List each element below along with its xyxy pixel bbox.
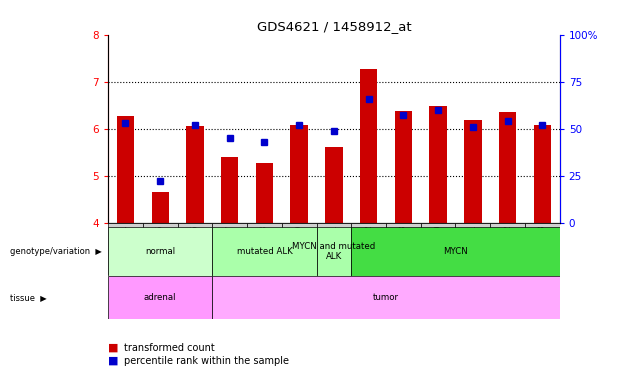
Bar — [325, 147, 343, 223]
Bar — [143, 223, 177, 275]
Text: GSM914182: GSM914182 — [364, 224, 373, 273]
Bar — [525, 223, 560, 275]
Text: normal: normal — [145, 247, 176, 256]
Bar — [464, 120, 481, 223]
Text: GSM914181: GSM914181 — [329, 225, 338, 273]
Bar — [151, 192, 169, 223]
Bar — [212, 223, 247, 275]
Text: GSM914183: GSM914183 — [399, 225, 408, 273]
Text: GSM801619: GSM801619 — [294, 225, 303, 273]
Bar — [221, 157, 238, 223]
Text: GSM801623: GSM801623 — [538, 225, 547, 273]
Bar — [395, 111, 412, 223]
Bar — [212, 276, 560, 319]
Bar — [360, 69, 377, 223]
Text: GSM801621: GSM801621 — [468, 225, 478, 273]
Text: GSM801625: GSM801625 — [156, 224, 165, 273]
Text: genotype/variation  ▶: genotype/variation ▶ — [10, 247, 101, 256]
Bar — [317, 223, 351, 275]
Text: tissue  ▶: tissue ▶ — [10, 293, 46, 302]
Text: transformed count: transformed count — [124, 343, 215, 353]
Text: GSM801622: GSM801622 — [503, 224, 512, 273]
Text: tumor: tumor — [373, 293, 399, 302]
Bar — [291, 125, 308, 223]
Bar — [108, 227, 212, 276]
Text: adrenal: adrenal — [144, 293, 176, 302]
Bar — [282, 223, 317, 275]
Text: ■: ■ — [108, 343, 119, 353]
Text: GSM801626: GSM801626 — [190, 225, 200, 273]
Bar — [429, 106, 447, 223]
Text: GSM801620: GSM801620 — [434, 225, 443, 273]
Bar — [490, 223, 525, 275]
Text: GSM801617: GSM801617 — [225, 225, 234, 273]
Bar — [317, 227, 351, 276]
Text: mutated ALK: mutated ALK — [237, 247, 293, 256]
Bar — [212, 227, 317, 276]
Text: percentile rank within the sample: percentile rank within the sample — [124, 356, 289, 366]
Bar — [117, 116, 134, 223]
Bar — [455, 223, 490, 275]
Bar — [386, 223, 421, 275]
Bar — [108, 276, 212, 319]
Bar — [247, 223, 282, 275]
Bar — [421, 223, 455, 275]
Text: MYCN and mutated
ALK: MYCN and mutated ALK — [293, 242, 375, 261]
Text: GSM801624: GSM801624 — [121, 225, 130, 273]
Bar — [256, 162, 273, 223]
Bar — [534, 125, 551, 223]
Bar — [177, 223, 212, 275]
Bar — [351, 223, 386, 275]
Text: MYCN: MYCN — [443, 247, 468, 256]
Text: ■: ■ — [108, 356, 119, 366]
Bar — [186, 126, 204, 223]
Title: GDS4621 / 1458912_at: GDS4621 / 1458912_at — [256, 20, 411, 33]
Text: GSM801618: GSM801618 — [260, 225, 269, 273]
Bar — [108, 223, 143, 275]
Bar — [351, 227, 560, 276]
Bar — [499, 112, 516, 223]
